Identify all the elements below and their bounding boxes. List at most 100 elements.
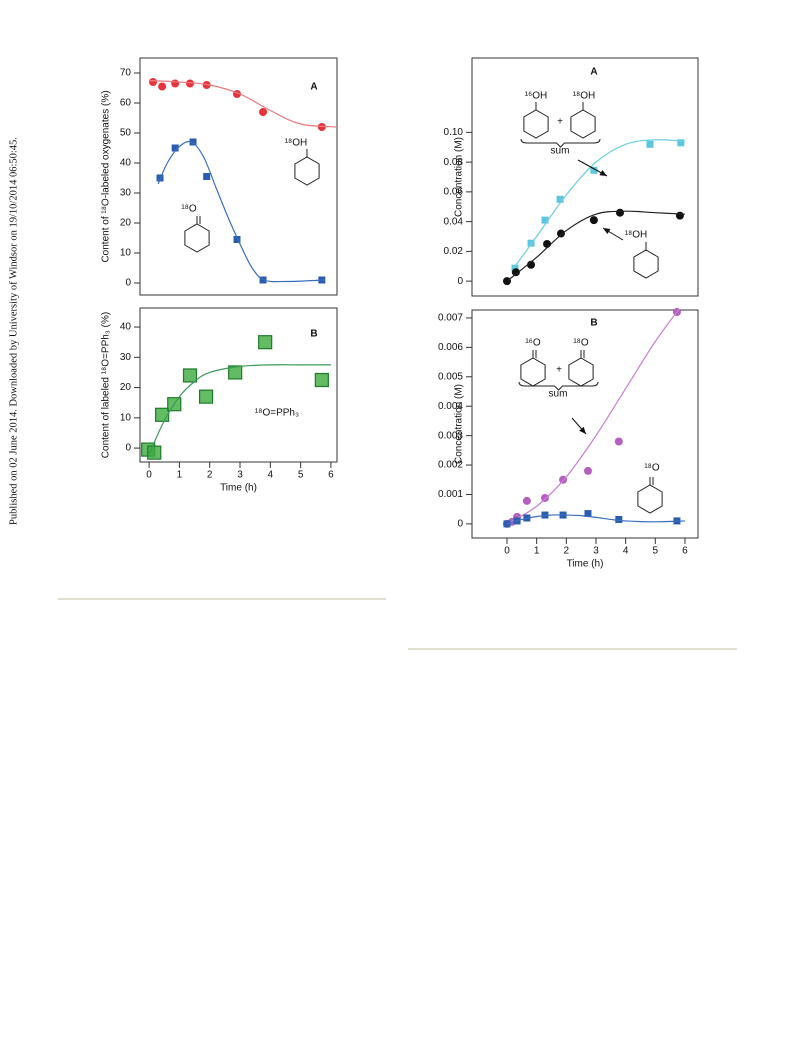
y-tick-label: 10 — [120, 248, 132, 259]
point — [522, 496, 531, 505]
y-tick-label: 0.06 — [444, 187, 464, 198]
plot-frame — [471, 57, 699, 297]
annotation: ¹⁸OH — [285, 138, 308, 149]
point — [233, 236, 241, 243]
y-tick-label: 0 — [125, 443, 131, 454]
x-tick-label: 1 — [534, 546, 540, 557]
point — [155, 407, 170, 422]
x-tick-label: 2 — [564, 546, 570, 557]
ring — [520, 357, 546, 387]
point — [149, 78, 158, 86]
y-tick-label: 0.04 — [444, 216, 464, 227]
x-tick-label: 5 — [298, 470, 304, 481]
fit-line — [512, 139, 685, 270]
y-tick-label: 0 — [125, 278, 131, 289]
y-tick-label: 20 — [120, 218, 132, 229]
fit-line — [506, 308, 680, 525]
x-axis-label: Time (h) — [567, 559, 604, 570]
y-tick-label: 40 — [120, 322, 132, 333]
annotation: B — [590, 318, 597, 329]
annotation: ¹⁶OH — [525, 91, 547, 102]
annotation: ¹⁸O — [573, 338, 589, 349]
point — [615, 208, 624, 217]
point — [198, 389, 214, 404]
annotation: ¹⁸O=PPh₃ — [255, 408, 299, 419]
x-axis-label: Time (h) — [220, 483, 257, 494]
annotation: + — [557, 117, 563, 128]
point — [615, 515, 623, 523]
y-tick-label: 0.08 — [444, 157, 464, 168]
point — [158, 82, 167, 91]
plot-frame — [139, 57, 338, 296]
brace — [520, 138, 601, 148]
x-tick-label: 3 — [593, 546, 599, 557]
ring — [184, 223, 210, 253]
point — [590, 166, 598, 174]
y-tick-label: 0.002 — [438, 460, 463, 471]
plot-frame — [471, 309, 699, 539]
point — [541, 216, 549, 224]
point — [511, 264, 519, 272]
x-tick-label: 4 — [268, 470, 274, 481]
fit-line — [148, 364, 331, 455]
ring — [633, 249, 659, 279]
y-tick-label: 30 — [120, 352, 132, 363]
arrow — [571, 417, 587, 435]
side-note: Published on 02 June 2014. Downloaded by… — [8, 137, 19, 525]
annotation: ¹⁸OH — [625, 230, 648, 241]
y-tick-label: 0.006 — [438, 342, 463, 353]
brace — [518, 381, 599, 391]
point — [527, 260, 536, 269]
annotation: A — [590, 67, 597, 78]
plot-frame — [139, 307, 338, 463]
point — [646, 140, 654, 148]
point — [228, 365, 243, 380]
ring — [568, 357, 594, 387]
point — [189, 138, 197, 146]
y-tick-label: 50 — [120, 128, 132, 139]
annotation: ¹⁸O — [181, 204, 197, 215]
point — [675, 211, 684, 220]
annotation: ¹⁶O — [525, 338, 540, 349]
point — [589, 216, 598, 225]
annotation: + — [556, 365, 562, 376]
x-tick-label: 0 — [146, 470, 152, 481]
point — [677, 139, 685, 147]
arrow — [602, 227, 624, 241]
y-tick-label: 60 — [120, 98, 132, 109]
y-tick-label: 0.005 — [438, 371, 463, 382]
y-tick-label: 20 — [120, 382, 132, 393]
point — [543, 239, 552, 248]
x-tick-label: 2 — [207, 470, 213, 481]
annotation: ¹⁸O — [644, 463, 660, 474]
x-tick-label: 5 — [653, 546, 659, 557]
ring — [523, 109, 549, 139]
point — [317, 123, 326, 131]
y-tick-label: 0 — [457, 519, 463, 530]
y-axis-label: Content of labeled ¹⁸O=PPh₃ (%) — [101, 312, 112, 458]
y-tick-label: 0.02 — [444, 246, 464, 257]
fit-line — [506, 514, 685, 525]
point — [556, 229, 565, 238]
y-axis-label: Content of ¹⁸O-labeled oxygenates (%) — [101, 90, 112, 262]
point — [511, 268, 520, 277]
x-tick-label: 4 — [623, 546, 629, 557]
point — [584, 510, 592, 518]
ring — [637, 484, 663, 514]
y-tick-label: 0 — [457, 276, 463, 287]
point — [258, 335, 273, 350]
annotation: sum — [549, 389, 568, 400]
x-tick-label: 1 — [177, 470, 183, 481]
annotation: A — [310, 82, 317, 93]
x-tick-label: 6 — [328, 470, 334, 481]
annotation: sum — [551, 146, 570, 157]
point — [259, 108, 268, 116]
y-tick-label: 40 — [120, 158, 132, 169]
point — [182, 368, 198, 383]
y-tick-label: 70 — [120, 68, 132, 79]
fit-line — [149, 79, 338, 128]
y-tick-label: 0.004 — [438, 401, 463, 412]
annotation: ¹⁸OH — [573, 91, 596, 102]
